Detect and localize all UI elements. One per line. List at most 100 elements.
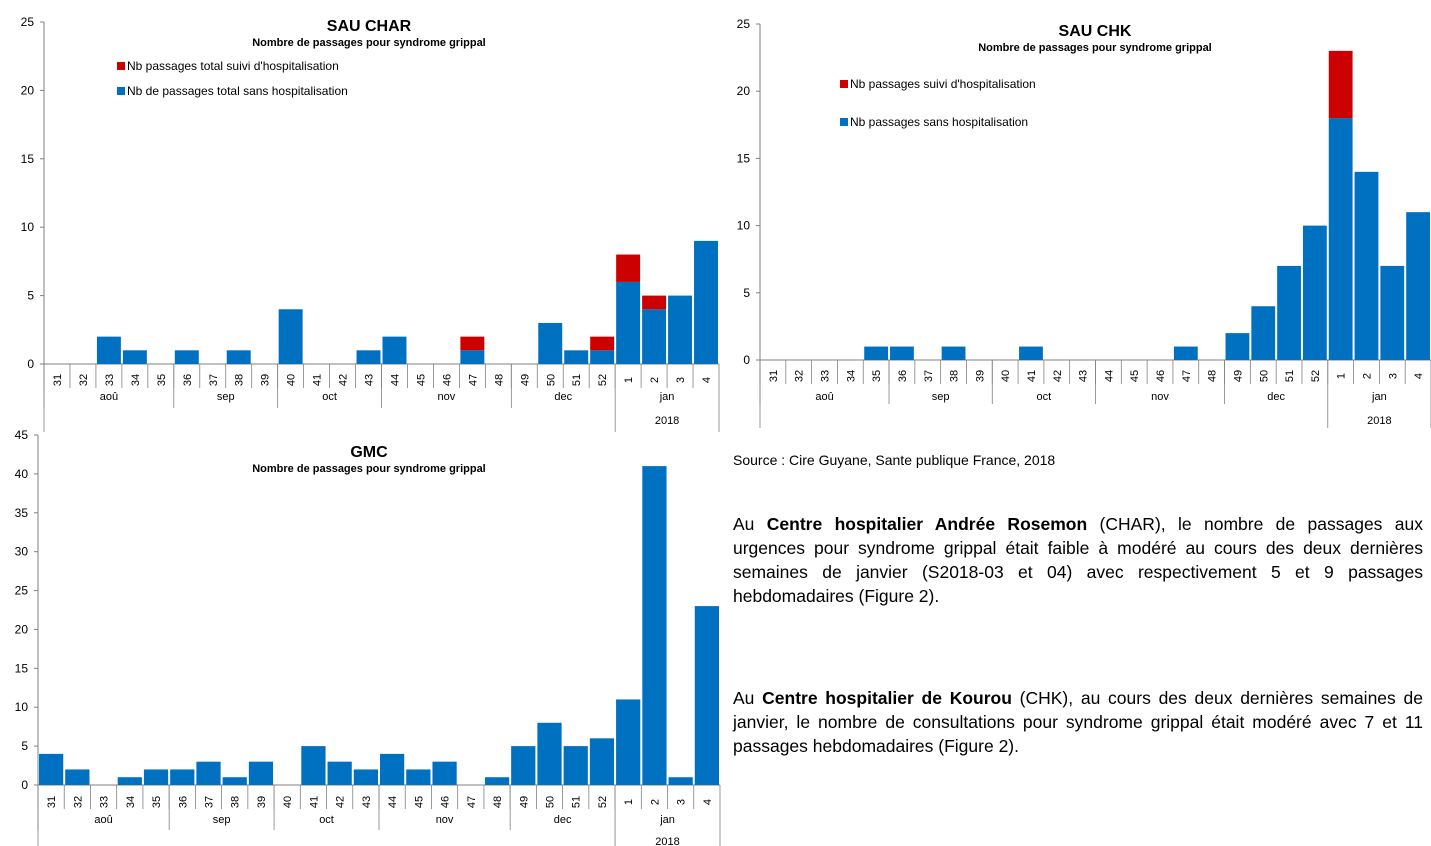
bar-without-hosp [1251,306,1276,360]
bar-without-hosp [460,350,485,364]
week-label: 3 [675,377,687,383]
bar-without-hosp [1302,225,1327,360]
bar-without-hosp [65,769,90,785]
week-label: 34 [125,796,137,808]
y-tick-label: 25 [21,15,35,29]
paragraph-chk-pre: Au [733,688,763,708]
week-label: 33 [99,796,111,808]
bar-without-hosp [1225,333,1250,360]
month-label: jan [659,814,675,826]
week-label: 42 [335,796,347,808]
week-label: 48 [492,796,504,808]
bar-without-hosp [432,761,457,785]
chart-title: GMC [350,444,388,461]
y-tick-label: 25 [737,17,751,31]
paragraph-chk: Au Centre hospitalier de Kourou (CHK), a… [733,686,1423,758]
chart-title: SAU CHAR [327,18,412,35]
week-label: 40 [1000,370,1012,382]
paragraph-char-post: (CHAR), le nombre de passages aux urgenc… [733,514,1423,606]
bar-without-hosp [406,769,431,785]
legend-label: Nb passages suivi d'hospitalisation [850,77,1036,91]
week-label: 39 [974,370,986,382]
bar-without-hosp [590,350,615,364]
paragraph-chk-bold: Centre hospitalier de Kourou [762,688,1012,708]
bar-without-hosp [1277,265,1301,360]
bar-without-hosp [96,336,121,364]
week-label: 47 [466,796,478,808]
week-label: 3 [676,799,688,805]
week-label: 38 [949,370,961,382]
week-label: 51 [571,374,583,386]
week-label: 39 [260,374,272,386]
month-label: aoû [815,391,833,403]
week-label: 33 [820,370,832,382]
week-label: 44 [389,374,401,386]
bar-without-hosp [668,777,693,785]
bar-without-hosp [694,240,718,364]
week-label: 35 [871,370,883,382]
week-label: 42 [338,374,350,386]
week-label: 37 [208,374,220,386]
week-label: 40 [286,374,298,386]
week-label: 37 [923,370,935,382]
week-label: 36 [182,374,194,386]
bar-without-hosp [1173,346,1198,360]
week-label: 45 [415,374,427,386]
week-label: 3 [1387,373,1399,379]
paragraph-char: Au Centre hospitalier Andrée Rosemon (CH… [733,512,1423,608]
week-label: 1 [1336,373,1348,379]
week-label: 44 [1103,370,1115,382]
week-label: 32 [794,370,806,382]
week-label: 40 [282,796,294,808]
month-label: oct [1037,391,1052,403]
week-label: 47 [1181,370,1193,382]
week-label: 42 [1052,370,1064,382]
bar-without-hosp [1328,118,1353,360]
week-label: 2 [649,799,661,805]
week-label: 49 [518,796,530,808]
week-label: 44 [387,796,399,808]
bar-without-hosp [484,777,510,785]
bar-without-hosp [890,346,914,360]
bar-without-hosp [537,722,562,785]
y-tick-label: 35 [15,506,29,520]
bar-without-hosp [382,336,407,364]
bar-without-hosp [564,350,589,364]
month-label: oct [319,814,334,826]
week-label: 45 [1129,370,1141,382]
month-label: sep [217,391,235,403]
bar-with-hosp [460,336,485,351]
bar-without-hosp [327,761,352,785]
week-label: 51 [571,796,583,808]
month-label: dec [554,814,572,826]
week-label: 45 [413,796,425,808]
year-label: 2018 [655,836,679,846]
bar-without-hosp [170,769,195,785]
week-label: 32 [72,796,84,808]
bar-without-hosp [694,606,719,785]
year-label: 2018 [655,415,679,427]
legend-label: Nb passages total suivi d'hospitalisatio… [127,59,339,73]
week-label: 38 [230,796,242,808]
month-label: oct [322,391,337,403]
bar-without-hosp [143,769,169,785]
legend-swatch [117,87,125,95]
bar-without-hosp [1380,265,1405,360]
year-label: 2018 [1367,415,1391,427]
y-tick-label: 15 [737,151,751,165]
week-label: 41 [308,796,320,808]
bar-without-hosp [642,309,667,364]
week-label: 46 [440,796,452,808]
week-label: 52 [1310,370,1322,382]
bar-without-hosp [1406,212,1430,360]
legend-swatch [840,118,848,126]
bar-without-hosp [864,346,889,360]
chart-subtitle: Nombre de passages pour syndrome grippal [978,42,1212,54]
bar-without-hosp [941,346,966,360]
month-label: dec [1267,391,1285,403]
y-tick-label: 20 [21,83,35,97]
bar-with-hosp [590,336,615,351]
week-label: 50 [545,796,557,808]
week-label: 35 [151,796,163,808]
bar-without-hosp [174,350,199,364]
